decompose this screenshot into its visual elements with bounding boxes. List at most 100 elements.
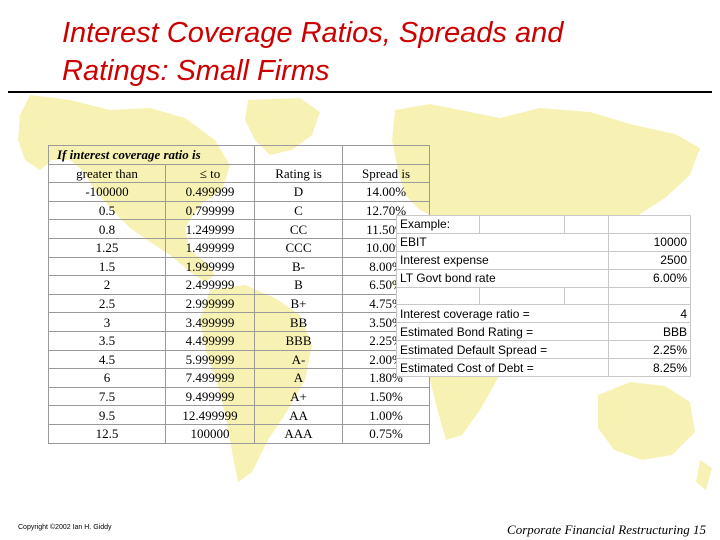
example-spacer-row bbox=[396, 286, 691, 306]
ratings-row: 12.5 100000 AAA 0.75% bbox=[48, 423, 430, 444]
range-lower-cell: 4.5 bbox=[48, 349, 166, 370]
ratings-table-body: If interest coverage ratio is greater th… bbox=[48, 145, 430, 444]
ratings-row: 6 7.499999 A 1.80% bbox=[48, 368, 430, 388]
column-header-less-equal: ≤ to bbox=[165, 163, 255, 184]
example-input-value: 2500 bbox=[608, 250, 691, 270]
ratings-row: -100000 0.499999 D 14.00% bbox=[48, 182, 430, 202]
rating-cell: B- bbox=[254, 256, 343, 277]
rating-cell: B bbox=[254, 275, 343, 295]
range-lower-cell: 0.8 bbox=[48, 219, 166, 239]
spread-cell: 0.75% bbox=[342, 423, 430, 444]
ratings-row: 0.5 0.799999 C 12.70% bbox=[48, 200, 430, 221]
ratings-row: 1.5 1.999999 B- 8.00% bbox=[48, 256, 430, 277]
range-lower-cell: 3 bbox=[48, 312, 166, 332]
example-input-label: LT Govt bond rate bbox=[396, 268, 609, 288]
rating-cell: C bbox=[254, 200, 343, 221]
example-input-value: 10000 bbox=[608, 232, 691, 252]
spread-cell: 1.50% bbox=[342, 386, 430, 407]
rating-cell: BB bbox=[254, 312, 343, 332]
ratings-row: 4.5 5.999999 A- 2.00% bbox=[48, 349, 430, 370]
ratings-row: 1.25 1.499999 CCC 10.00% bbox=[48, 237, 430, 258]
ratings-header-row: greater than ≤ to Rating is Spread is bbox=[48, 163, 430, 184]
copyright-text: Copyright ©2002 Ian H. Giddy bbox=[18, 524, 112, 531]
example-result-label: Estimated Bond Rating = bbox=[396, 322, 609, 342]
range-lower-cell: 9.5 bbox=[48, 405, 166, 425]
example-result-row: Interest coverage ratio = 4 bbox=[396, 304, 691, 324]
example-result-row: Estimated Default Spread = 2.25% bbox=[396, 340, 691, 360]
ratings-row: 7.5 9.499999 A+ 1.50% bbox=[48, 386, 430, 407]
ratings-header-blank bbox=[254, 145, 343, 165]
range-lower-cell: 0.5 bbox=[48, 200, 166, 221]
ratings-header-blank bbox=[342, 145, 430, 165]
range-upper-cell: 1.249999 bbox=[165, 219, 255, 239]
ratings-header-top-row: If interest coverage ratio is bbox=[48, 145, 430, 165]
example-table-body: Example: EBIT 10000 Interest expense 250… bbox=[396, 215, 691, 378]
empty-cell bbox=[608, 286, 691, 306]
range-upper-cell: 3.499999 bbox=[165, 312, 255, 332]
range-upper-cell: 9.499999 bbox=[165, 386, 255, 407]
example-input-row: EBIT 10000 bbox=[396, 232, 691, 252]
range-lower-cell: 2.5 bbox=[48, 293, 166, 314]
example-result-value: BBB bbox=[608, 322, 691, 342]
course-footer: Corporate Financial Restructuring 15 bbox=[507, 522, 706, 537]
example-table: Example: EBIT 10000 Interest expense 250… bbox=[396, 215, 691, 378]
example-result-row: Estimated Cost of Debt = 8.25% bbox=[396, 358, 691, 378]
example-result-value: 4 bbox=[608, 304, 691, 324]
range-upper-cell: 2.999999 bbox=[165, 293, 255, 314]
rating-cell: CC bbox=[254, 219, 343, 239]
ratings-row: 2.5 2.999999 B+ 4.75% bbox=[48, 293, 430, 314]
range-lower-cell: 3.5 bbox=[48, 330, 166, 351]
example-input-label: Interest expense bbox=[396, 250, 609, 270]
example-result-label: Estimated Default Spread = bbox=[396, 340, 609, 360]
slide-title-line-2: Ratings: Small Firms bbox=[62, 55, 330, 87]
range-upper-cell: 12.499999 bbox=[165, 405, 255, 425]
example-result-row: Estimated Bond Rating = BBB bbox=[396, 322, 691, 342]
example-heading: Example: bbox=[396, 215, 480, 234]
ratings-row: 3 3.499999 BB 3.50% bbox=[48, 312, 430, 332]
range-lower-cell: 1.25 bbox=[48, 237, 166, 258]
slide-title-line-1: Interest Coverage Ratios, Spreads and bbox=[62, 17, 564, 49]
range-lower-cell: 6 bbox=[48, 368, 166, 388]
spread-cell: 14.00% bbox=[342, 182, 430, 202]
ratings-row: 3.5 4.499999 BBB 2.25% bbox=[48, 330, 430, 351]
ratings-header-top: If interest coverage ratio is bbox=[48, 145, 255, 165]
empty-cell bbox=[396, 286, 480, 306]
range-upper-cell: 4.499999 bbox=[165, 330, 255, 351]
rating-cell: A+ bbox=[254, 386, 343, 407]
empty-cell bbox=[479, 286, 565, 306]
column-header-rating: Rating is bbox=[254, 163, 343, 184]
rating-cell: A bbox=[254, 368, 343, 388]
rating-cell: BBB bbox=[254, 330, 343, 351]
empty-cell bbox=[564, 215, 609, 234]
range-lower-cell: 1.5 bbox=[48, 256, 166, 277]
rating-cell: D bbox=[254, 182, 343, 202]
range-upper-cell: 100000 bbox=[165, 423, 255, 444]
example-result-label: Interest coverage ratio = bbox=[396, 304, 609, 324]
range-upper-cell: 5.999999 bbox=[165, 349, 255, 370]
range-upper-cell: 7.499999 bbox=[165, 368, 255, 388]
example-result-label: Estimated Cost of Debt = bbox=[396, 358, 609, 378]
range-lower-cell: -100000 bbox=[48, 182, 166, 202]
rating-cell: AA bbox=[254, 405, 343, 425]
example-input-label: EBIT bbox=[396, 232, 609, 252]
range-upper-cell: 0.799999 bbox=[165, 200, 255, 221]
range-upper-cell: 2.499999 bbox=[165, 275, 255, 295]
example-input-row: LT Govt bond rate 6.00% bbox=[396, 268, 691, 288]
rating-cell: AAA bbox=[254, 423, 343, 444]
range-upper-cell: 1.999999 bbox=[165, 256, 255, 277]
example-input-row: Interest expense 2500 bbox=[396, 250, 691, 270]
spread-cell: 1.00% bbox=[342, 405, 430, 425]
title-underline bbox=[8, 91, 712, 93]
range-lower-cell: 2 bbox=[48, 275, 166, 295]
ratings-row: 9.5 12.499999 AA 1.00% bbox=[48, 405, 430, 425]
example-heading-row: Example: bbox=[396, 215, 691, 234]
empty-cell bbox=[564, 286, 609, 306]
column-header-spread: Spread is bbox=[342, 163, 430, 184]
example-result-value: 2.25% bbox=[608, 340, 691, 360]
range-upper-cell: 1.499999 bbox=[165, 237, 255, 258]
rating-cell: CCC bbox=[254, 237, 343, 258]
slide-title: Interest Coverage Ratios, Spreads and Ra… bbox=[62, 14, 702, 90]
range-lower-cell: 12.5 bbox=[48, 423, 166, 444]
empty-cell bbox=[608, 215, 691, 234]
example-result-value: 8.25% bbox=[608, 358, 691, 378]
